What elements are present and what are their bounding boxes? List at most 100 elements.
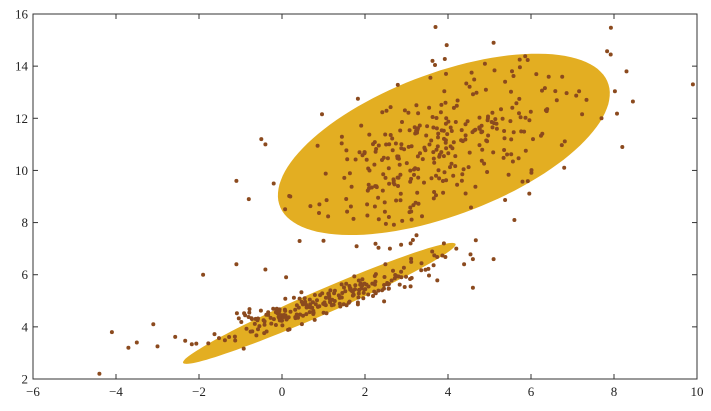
data-point (419, 268, 424, 273)
data-point (401, 265, 406, 270)
data-point (388, 105, 393, 110)
data-point (444, 71, 448, 76)
data-point (366, 182, 371, 187)
data-point (415, 154, 420, 159)
data-point (317, 304, 322, 309)
data-point (376, 245, 381, 250)
data-point (400, 120, 404, 124)
data-point (280, 318, 284, 323)
y-tick-label: 14 (15, 59, 29, 74)
data-point (505, 152, 510, 157)
data-point (477, 125, 482, 130)
data-point (443, 121, 448, 126)
data-point (322, 302, 327, 307)
data-point (291, 295, 296, 300)
data-point (444, 178, 449, 183)
data-point (392, 182, 397, 187)
data-point (477, 115, 482, 120)
data-point (531, 137, 535, 142)
x-tick-label: 0 (279, 384, 286, 399)
data-point (339, 141, 344, 146)
data-point (321, 238, 326, 243)
data-point (490, 110, 495, 115)
data-point (574, 93, 579, 98)
data-point (470, 257, 475, 262)
data-point (383, 221, 388, 226)
data-point (428, 75, 433, 80)
data-point (257, 324, 262, 329)
data-point (308, 302, 313, 307)
data-point (307, 310, 312, 315)
data-point (494, 126, 499, 131)
data-point (246, 315, 251, 319)
data-point (383, 132, 388, 137)
data-point (324, 311, 329, 316)
data-point (459, 128, 464, 133)
data-point (323, 295, 328, 300)
data-point (436, 131, 441, 136)
data-point (372, 274, 377, 278)
data-point (385, 156, 390, 161)
data-point (398, 191, 403, 196)
data-point (444, 146, 449, 151)
data-point (412, 167, 416, 172)
data-point (527, 118, 532, 123)
data-point (434, 193, 438, 198)
data-point (222, 338, 227, 343)
data-point (183, 338, 188, 343)
data-point (249, 317, 254, 321)
data-point (380, 110, 385, 115)
data-point (465, 119, 470, 124)
data-point (273, 323, 278, 327)
data-point (296, 305, 301, 310)
data-point (501, 155, 506, 160)
y-tick-label: 10 (15, 163, 28, 178)
data-point (247, 307, 252, 312)
data-point (373, 279, 378, 284)
data-point (512, 218, 517, 222)
y-tick-label: 6 (22, 267, 29, 282)
data-point (409, 259, 414, 264)
data-point (304, 305, 309, 310)
data-point (382, 283, 387, 287)
data-point (268, 315, 273, 320)
data-point (429, 138, 434, 143)
data-point (491, 257, 496, 262)
x-tick-label: −4 (109, 384, 123, 399)
data-point (297, 296, 302, 301)
data-point (564, 91, 569, 96)
ellipse-layer (183, 53, 610, 364)
data-point (399, 269, 404, 274)
data-point (529, 168, 534, 173)
data-point (201, 272, 206, 277)
data-point (366, 284, 371, 289)
x-tick-label: 8 (611, 384, 618, 399)
data-point (348, 285, 352, 290)
data-point (446, 151, 451, 156)
data-point (439, 150, 444, 155)
data-point (523, 148, 528, 153)
data-point (453, 164, 458, 169)
data-point (387, 181, 392, 186)
data-point (516, 156, 521, 161)
data-point (320, 112, 324, 117)
data-point (418, 151, 422, 156)
data-point (297, 239, 302, 243)
data-point (233, 338, 238, 343)
data-point (443, 138, 448, 143)
data-point (282, 313, 287, 317)
data-point (463, 133, 468, 138)
data-point (442, 57, 447, 61)
data-point (517, 96, 522, 101)
data-point (394, 198, 399, 203)
data-point (400, 218, 405, 223)
data-point (357, 150, 362, 155)
data-point (351, 216, 356, 221)
data-point (402, 147, 407, 152)
data-point (311, 308, 316, 313)
data-point (463, 122, 468, 127)
data-point (502, 148, 507, 152)
data-point (406, 144, 411, 149)
data-point (317, 211, 321, 215)
data-point (503, 198, 508, 202)
